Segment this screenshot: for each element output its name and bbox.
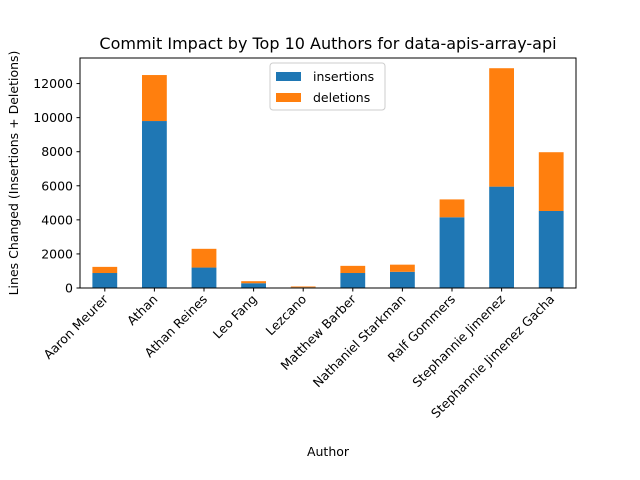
bar-insertions-0 bbox=[92, 273, 118, 288]
bar-deletions-8 bbox=[489, 68, 514, 187]
bar-insertions-1 bbox=[142, 121, 167, 288]
bar-insertions-9 bbox=[538, 210, 564, 288]
y-tick-label: 8000 bbox=[41, 144, 73, 159]
bar-deletions-6 bbox=[390, 264, 415, 272]
legend-label-insertions: insertions bbox=[313, 69, 374, 84]
legend-label-deletions: deletions bbox=[313, 90, 370, 105]
x-tick-label: Stephannie Jimenez bbox=[409, 291, 508, 390]
x-tick-label: Athan bbox=[124, 292, 161, 329]
bar-insertions-6 bbox=[390, 271, 415, 288]
plot-frame bbox=[79, 57, 577, 289]
y-tick-label: 2000 bbox=[41, 246, 73, 261]
y-tick-label: 4000 bbox=[41, 212, 73, 227]
bar-deletions-9 bbox=[538, 152, 564, 211]
bar-deletions-2 bbox=[191, 248, 217, 268]
x-tick-label: Aaron Meurer bbox=[40, 291, 111, 362]
legend-swatch-deletions bbox=[276, 93, 301, 102]
bar-insertions-5 bbox=[340, 273, 366, 288]
bar-deletions-1 bbox=[142, 75, 167, 122]
y-tick-label: 0 bbox=[65, 281, 73, 296]
bar-deletions-3 bbox=[241, 281, 266, 284]
bar-deletions-7 bbox=[439, 199, 465, 218]
bar-insertions-8 bbox=[489, 186, 514, 288]
legend-swatch-insertions bbox=[276, 72, 301, 81]
bar-insertions-7 bbox=[439, 217, 465, 288]
x-axis-label: Author bbox=[307, 444, 350, 459]
x-tick-label: Leo Fang bbox=[210, 292, 260, 342]
x-tick-label: Nathaniel Starkman bbox=[310, 292, 409, 391]
chart-title: Commit Impact by Top 10 Authors for data… bbox=[99, 34, 556, 53]
y-tick-label: 10000 bbox=[33, 110, 73, 125]
y-tick-label: 6000 bbox=[41, 178, 73, 193]
bar-deletions-5 bbox=[340, 265, 366, 274]
y-tick-label: 12000 bbox=[33, 76, 73, 91]
x-tick-label: Lezcano bbox=[263, 292, 310, 339]
y-axis-label: Lines Changed (Insertions + Deletions) bbox=[6, 51, 21, 296]
bar-deletions-4 bbox=[290, 286, 316, 288]
bar-insertions-3 bbox=[241, 283, 266, 288]
bar-deletions-0 bbox=[92, 266, 118, 274]
legend: insertions deletions bbox=[269, 62, 386, 111]
bars-layer bbox=[92, 68, 564, 288]
bar-insertions-2 bbox=[191, 267, 217, 288]
